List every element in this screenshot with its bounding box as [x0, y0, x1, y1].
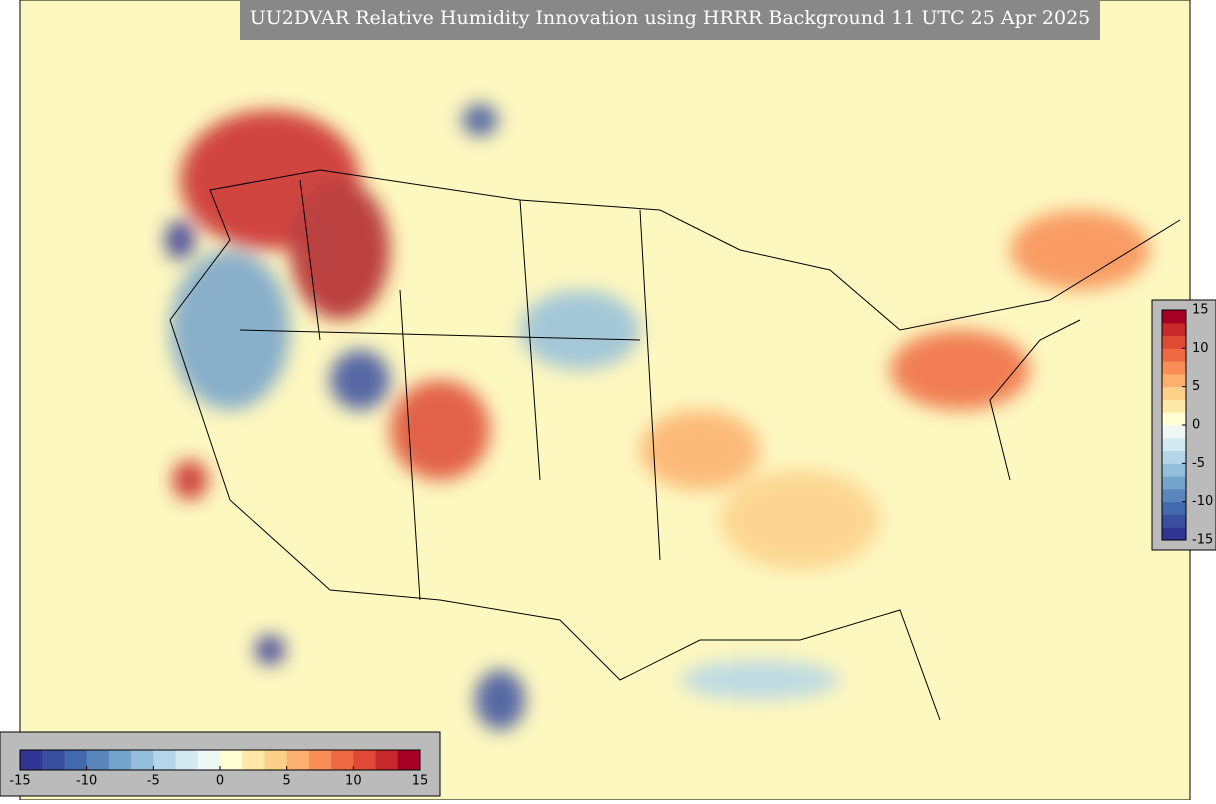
- color-segment: [1162, 463, 1186, 477]
- color-segment: [1162, 437, 1186, 452]
- tick-label: -5: [1192, 456, 1205, 471]
- color-segment: [1162, 425, 1186, 439]
- tick-label: -5: [147, 774, 160, 789]
- tick-label: -15: [9, 774, 30, 789]
- color-segment: [286, 750, 310, 770]
- map-title: UU2DVAR Relative Humidity Innovation usi…: [250, 7, 1091, 29]
- color-segment: [175, 750, 199, 770]
- color-segment: [331, 750, 354, 770]
- color-segment: [1162, 373, 1186, 388]
- color-segment: [1162, 476, 1186, 490]
- tick-label: 10: [345, 774, 362, 789]
- color-segment: [1162, 399, 1186, 413]
- color-segment: [1162, 361, 1186, 375]
- tick-label: 5: [283, 774, 291, 789]
- color-segment: [131, 750, 154, 770]
- map-background: [19, 0, 1191, 801]
- color-segment: [64, 750, 88, 770]
- color-segment: [1162, 527, 1186, 541]
- tick-label: -15: [1192, 533, 1213, 548]
- boundaries: [169, 169, 1181, 721]
- color-segment: [1162, 412, 1186, 426]
- color-segment: [153, 750, 177, 770]
- color-segment: [353, 750, 377, 770]
- color-segment: [1162, 386, 1186, 400]
- color-segment: [1162, 335, 1186, 349]
- tick-label: -10: [76, 774, 97, 789]
- color-segment: [1162, 322, 1186, 337]
- color-segment: [1162, 450, 1186, 464]
- colorbars: -15 -10 -5 0 5 10 15 15 10 5 0 -5 -10 -15: [9, 303, 1213, 789]
- tick-label: 5: [1192, 379, 1200, 394]
- tick-label: 0: [1192, 418, 1200, 433]
- color-segment: [397, 750, 421, 770]
- tick-label: 15: [412, 774, 429, 789]
- title-box: [240, 0, 1100, 40]
- color-segment: [1162, 348, 1186, 362]
- tick-label: 15: [1192, 303, 1209, 318]
- tick-label: 10: [1192, 341, 1209, 356]
- color-segment: [242, 750, 265, 770]
- color-segment: [1162, 514, 1186, 528]
- color-segment: [1162, 310, 1186, 324]
- color-segment: [220, 750, 243, 770]
- color-segment: [1162, 501, 1186, 515]
- color-segment: [375, 750, 399, 770]
- tick-label: 0: [216, 774, 224, 789]
- color-segment: [197, 750, 221, 770]
- color-segment: [86, 750, 110, 770]
- innovation-field: [165, 104, 1150, 730]
- color-segment: [108, 750, 132, 770]
- color-segment: [20, 750, 43, 770]
- tick-label: -10: [1192, 494, 1213, 509]
- color-segment: [264, 750, 288, 770]
- color-segment: [42, 750, 65, 770]
- color-segment: [1162, 488, 1186, 503]
- color-segment: [308, 750, 332, 770]
